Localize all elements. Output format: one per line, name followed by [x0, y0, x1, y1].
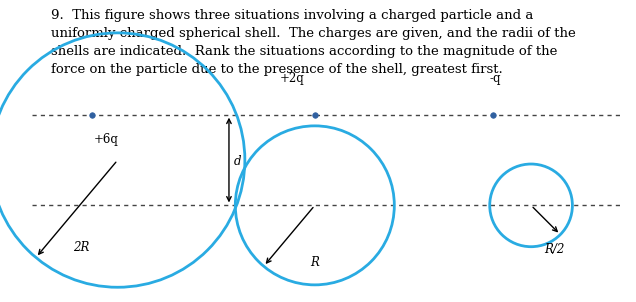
Text: R: R	[310, 256, 319, 269]
Text: 2R: 2R	[73, 241, 90, 254]
Text: d: d	[233, 155, 241, 168]
Text: -q: -q	[490, 72, 501, 85]
Text: 9.  This figure shows three situations involving a charged particle and a
unifor: 9. This figure shows three situations in…	[51, 9, 576, 76]
Text: +2q: +2q	[280, 72, 305, 85]
Text: R/2: R/2	[544, 243, 564, 256]
Text: +6q: +6q	[94, 133, 119, 146]
